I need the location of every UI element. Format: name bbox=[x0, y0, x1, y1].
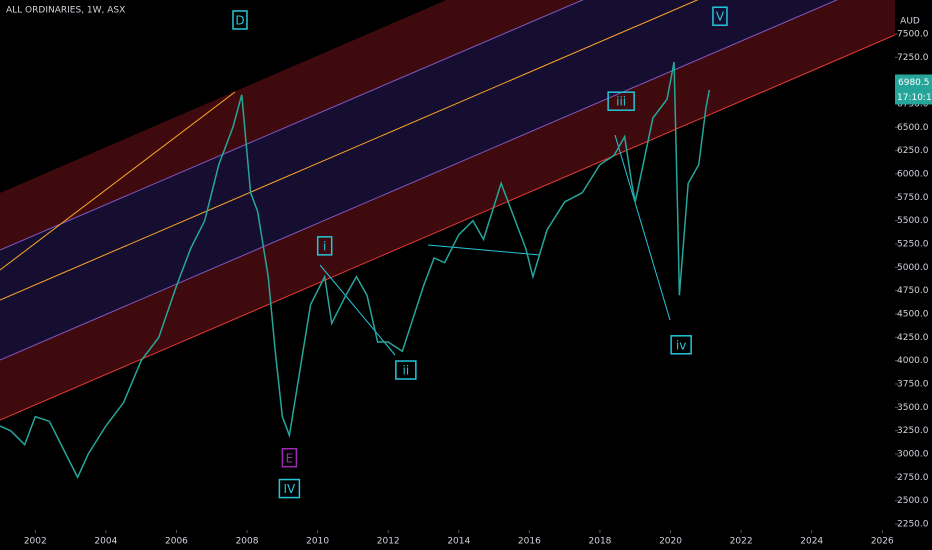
x-tick-label: 2008 bbox=[236, 537, 259, 547]
channel-line bbox=[0, 0, 838, 361]
wave-line bbox=[427, 244, 541, 256]
wave-label: D bbox=[235, 13, 244, 27]
channel-line bbox=[0, 0, 584, 251]
wave-label: iii bbox=[616, 95, 626, 109]
x-tick-label: 2012 bbox=[377, 537, 400, 547]
y-tick-label: 4750.0 bbox=[897, 286, 929, 296]
currency: AUD bbox=[900, 17, 920, 27]
x-tick-label: 2004 bbox=[94, 537, 117, 547]
wave-label-box bbox=[607, 91, 635, 111]
wave-label: iv bbox=[676, 338, 686, 352]
wave-label-box bbox=[670, 335, 692, 355]
y-tick-label: 6000.0 bbox=[897, 169, 929, 179]
y-tick-label: 6750.0 bbox=[897, 99, 929, 109]
x-tick-label: 2016 bbox=[518, 537, 541, 547]
countdown: 17:10:15 bbox=[897, 93, 932, 103]
wave-label-box bbox=[278, 478, 301, 499]
y-tick-label: 5250.0 bbox=[897, 239, 929, 249]
x-tick-label: 2018 bbox=[589, 537, 612, 547]
channel bbox=[0, 0, 895, 421]
wave-line bbox=[614, 134, 671, 321]
channel-line bbox=[0, 34, 895, 421]
channel-line bbox=[0, 91, 236, 271]
y-tick-label: 5000.0 bbox=[897, 263, 929, 273]
y-tick-label: 7250.0 bbox=[897, 53, 929, 63]
y-tick-label: 5500.0 bbox=[897, 216, 929, 226]
price-line bbox=[0, 61, 711, 480]
y-tick-label: 3750.0 bbox=[897, 380, 929, 390]
wave-line bbox=[319, 264, 396, 356]
x-tick-label: 2020 bbox=[659, 537, 682, 547]
y-tick-label: 4000.0 bbox=[897, 356, 929, 366]
wave-label: ii bbox=[403, 364, 410, 378]
x-tick-label: 2002 bbox=[24, 537, 47, 547]
y-tick-label: 3250.0 bbox=[897, 426, 929, 436]
y-tick-label: 2500.0 bbox=[897, 496, 929, 506]
price-tag bbox=[895, 74, 932, 91]
x-tick-label: 2006 bbox=[165, 537, 188, 547]
y-tick-label: 3000.0 bbox=[897, 450, 929, 460]
wave-label-box bbox=[316, 236, 333, 256]
channel-band bbox=[0, 0, 895, 420]
x-tick-label: 2010 bbox=[306, 537, 329, 547]
wave-label-box bbox=[232, 10, 248, 30]
y-tick-label: 6250.0 bbox=[897, 146, 929, 156]
y-tick-label: 5750.0 bbox=[897, 193, 929, 203]
wave-label-box bbox=[395, 360, 417, 380]
x-tick-label: 2026 bbox=[871, 537, 894, 547]
wave-label: E bbox=[286, 451, 294, 465]
wave-label: V bbox=[716, 10, 725, 24]
price-tag-label: 6980.5 bbox=[898, 78, 930, 88]
countdown-tag bbox=[895, 90, 932, 105]
y-tick-label: 2250.0 bbox=[897, 520, 929, 530]
y-tick-label: 4500.0 bbox=[897, 310, 929, 320]
y-tick-label: 4250.0 bbox=[897, 333, 929, 343]
chart-title: ALL ORDINARIES, 1W, ASX bbox=[6, 6, 125, 16]
channel-line bbox=[0, 0, 699, 301]
x-tick-label: 2014 bbox=[447, 537, 470, 547]
y-tick-label: 3500.0 bbox=[897, 403, 929, 413]
y-tick-label: 7500.0 bbox=[897, 29, 929, 39]
wave-label-box bbox=[281, 448, 298, 468]
wave-label: i bbox=[323, 239, 326, 253]
wave-label-box bbox=[712, 6, 728, 26]
y-tick-label: 6500.0 bbox=[897, 123, 929, 133]
x-tick-label: 2022 bbox=[730, 537, 753, 547]
wave-label: IV bbox=[284, 482, 297, 496]
y-tick-label: 2750.0 bbox=[897, 473, 929, 483]
x-tick-label: 2024 bbox=[800, 537, 823, 547]
